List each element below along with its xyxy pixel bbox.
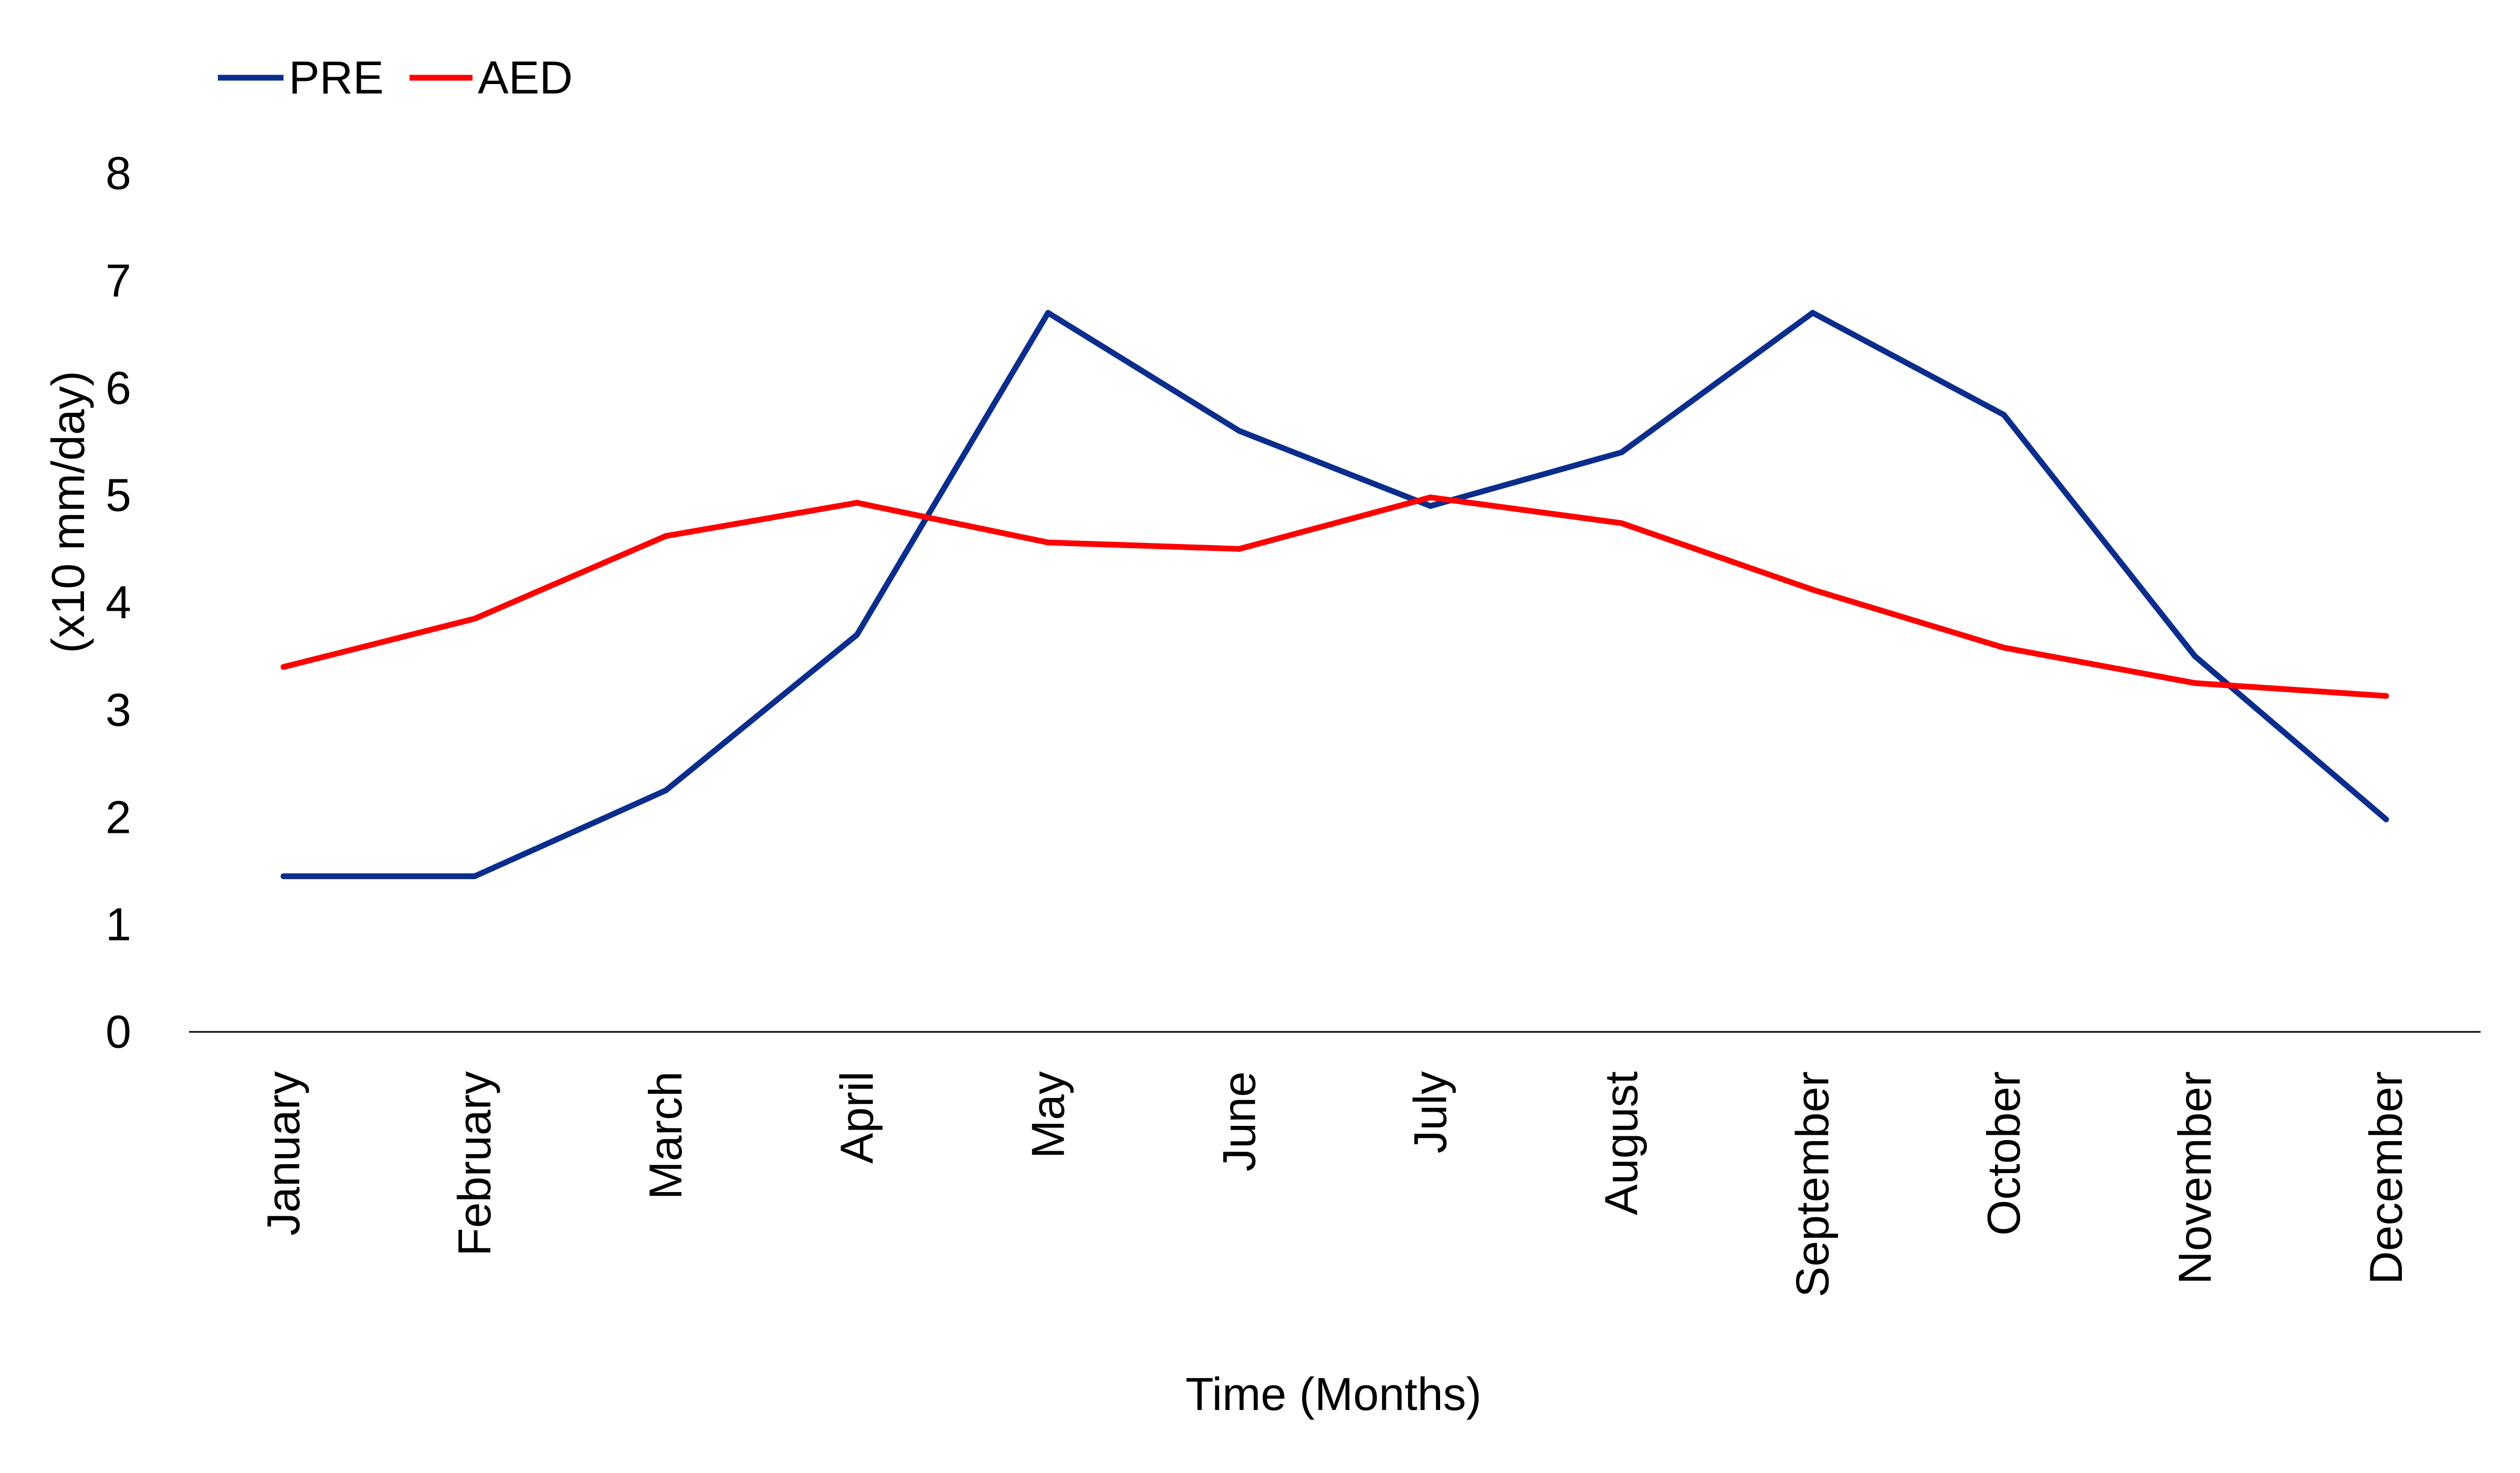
data-point-aed <box>854 499 860 506</box>
y-axis-ticks: 0 1 2 3 4 5 6 7 8 <box>106 147 131 1058</box>
x-tick-label: February <box>448 1071 500 1256</box>
data-point-aed <box>1619 520 1625 526</box>
y-tick-label: 8 <box>106 147 131 199</box>
y-axis-title: (x10 mm/day) <box>42 371 94 653</box>
x-axis-title: Time (Months) <box>1185 1368 1482 1420</box>
x-tick-label: June <box>1213 1071 1265 1172</box>
data-point-pre <box>663 787 669 793</box>
data-point-pre <box>854 632 860 638</box>
x-tick-label: September <box>1787 1071 1839 1297</box>
data-point-aed <box>1045 539 1051 546</box>
y-tick-label: 0 <box>106 1006 131 1058</box>
data-point-aed <box>1427 494 1434 500</box>
y-tick-label: 7 <box>106 254 131 306</box>
series-line-pre <box>284 310 2388 880</box>
legend-label-pre: PRE <box>289 51 384 103</box>
data-point-pre <box>280 873 287 880</box>
x-tick-label: August <box>1595 1071 1647 1215</box>
x-tick-label: July <box>1404 1071 1456 1154</box>
y-tick-label: 1 <box>106 899 131 950</box>
data-point-pre <box>2383 816 2389 822</box>
data-point-pre <box>1810 310 1816 316</box>
data-point-pre <box>2192 653 2198 660</box>
x-tick-label: April <box>831 1071 883 1164</box>
data-point-pre <box>1427 503 1434 509</box>
x-tick-label: December <box>2360 1071 2412 1284</box>
data-point-aed <box>471 615 478 622</box>
data-point-pre <box>1619 449 1625 455</box>
data-point-aed <box>2001 644 2007 651</box>
data-point-aed <box>1810 587 1816 593</box>
y-tick-label: 4 <box>106 577 131 629</box>
data-point-pre <box>471 873 478 880</box>
data-point-pre <box>1045 310 1051 316</box>
legend-label-aed: AED <box>478 51 573 103</box>
y-tick-label: 6 <box>106 362 131 414</box>
x-axis-ticks: January February March April May June July Augu… <box>257 1071 2412 1297</box>
y-tick-label: 2 <box>106 791 131 843</box>
series-line-aed <box>282 494 2387 699</box>
x-tick-label: January <box>257 1071 309 1236</box>
data-point-aed <box>1236 546 1242 552</box>
series-lines <box>280 310 2389 880</box>
x-tick-label: October <box>1978 1071 2030 1236</box>
data-point-aed <box>663 533 669 539</box>
legend: PRE AED <box>218 51 573 103</box>
y-tick-label: 5 <box>106 469 131 521</box>
x-tick-label: March <box>639 1071 691 1200</box>
y-tick-label: 3 <box>106 684 131 736</box>
data-point-aed <box>280 664 287 670</box>
data-point-aed <box>2192 680 2198 686</box>
data-point-pre <box>2001 412 2007 418</box>
x-tick-label: May <box>1022 1071 1074 1158</box>
data-point-aed <box>2383 693 2389 699</box>
x-tick-label: November <box>2169 1071 2221 1284</box>
data-point-pre <box>1236 428 1242 434</box>
